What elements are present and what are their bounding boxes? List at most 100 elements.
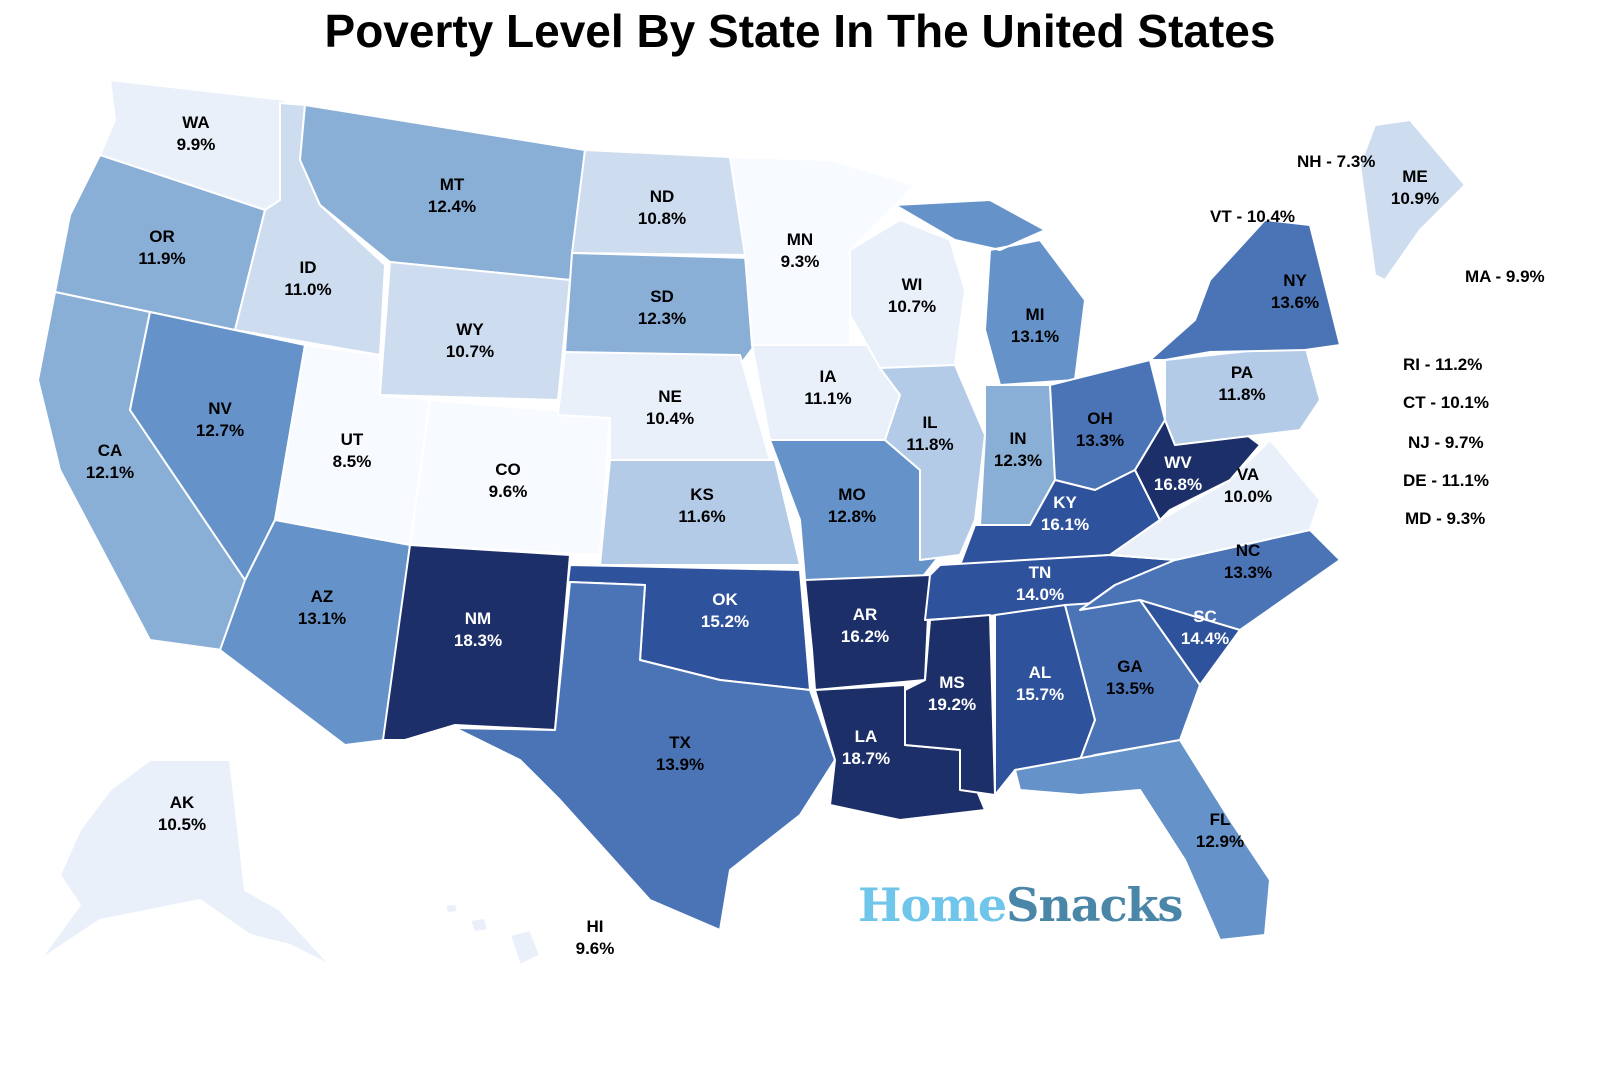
state-abbr-nm: NM: [465, 609, 491, 628]
callout-nj: NJ - 9.7%: [1408, 433, 1484, 452]
state-abbr-nc: NC: [1236, 541, 1261, 560]
callout-ri: RI - 11.2%: [1403, 355, 1482, 374]
state-abbr-hi: HI: [587, 917, 604, 936]
state-value-il: 11.8%: [906, 435, 953, 454]
state-value-id: 11.0%: [284, 280, 331, 299]
state-value-sc: 14.4%: [1181, 629, 1229, 648]
homesnacks-logo: HomeSnacks: [858, 878, 1183, 932]
state-value-ny: 13.6%: [1271, 293, 1319, 312]
state-abbr-ms: MS: [939, 673, 965, 692]
state-value-ms: 19.2%: [928, 695, 976, 714]
callout-ma: MA - 9.9%: [1465, 267, 1545, 286]
state-abbr-wv: WV: [1164, 453, 1192, 472]
state-abbr-pa: PA: [1231, 363, 1253, 382]
state-abbr-la: LA: [855, 727, 878, 746]
state-abbr-sd: SD: [650, 287, 674, 306]
state-value-va: 10.0%: [1224, 487, 1272, 506]
state-abbr-ut: UT: [341, 430, 364, 449]
state-value-nc: 13.3%: [1224, 563, 1272, 582]
state-value-ar: 16.2%: [841, 627, 889, 646]
callout-vt: VT - 10.4%: [1210, 207, 1295, 226]
state-abbr-ia: IA: [820, 367, 837, 386]
state-value-wy: 10.7%: [446, 342, 494, 361]
state-ms: [904, 614, 996, 796]
state-value-oh: 13.3%: [1076, 431, 1124, 450]
logo-part-snacks: Snacks: [1006, 878, 1183, 932]
state-ks: [599, 459, 801, 566]
state-shapes: [37, 79, 1466, 966]
logo-part-home: Home: [858, 878, 1007, 932]
state-abbr-id: ID: [300, 258, 317, 277]
state-tx: [454, 581, 836, 931]
state-value-ne: 10.4%: [646, 409, 694, 428]
state-abbr-ne: NE: [658, 387, 682, 406]
state-abbr-ca: CA: [98, 441, 123, 460]
state-value-ca: 12.1%: [86, 463, 134, 482]
small-state-callouts: NH - 7.3% VT - 10.4% MA - 9.9% RI - 11.2% CT…: [1210, 152, 1545, 528]
state-abbr-az: AZ: [311, 587, 334, 606]
state-abbr-mo: MO: [838, 485, 865, 504]
state-labels: WA 9.9% OR 11.9% CA 12.1% ID 11.0% NV 12.7% MT 12.4…: [86, 113, 1439, 958]
state-ny: [1149, 219, 1341, 361]
state-abbr-tn: TN: [1029, 563, 1052, 582]
state-value-al: 15.7%: [1016, 685, 1064, 704]
state-value-ky: 16.1%: [1041, 515, 1089, 534]
state-ak: [39, 759, 331, 966]
state-value-fl: 12.9%: [1196, 832, 1244, 851]
state-abbr-ar: AR: [853, 605, 878, 624]
state-abbr-nv: NV: [208, 399, 232, 418]
callout-nh: NH - 7.3%: [1297, 152, 1375, 171]
callout-ct: CT - 10.1%: [1403, 393, 1489, 412]
state-wy: [379, 261, 571, 401]
state-value-ks: 11.6%: [678, 507, 725, 526]
state-abbr-ok: OK: [712, 590, 738, 609]
state-value-pa: 11.8%: [1218, 385, 1265, 404]
state-value-hi: 9.6%: [576, 939, 615, 958]
state-abbr-ky: KY: [1053, 493, 1077, 512]
state-abbr-al: AL: [1029, 663, 1052, 682]
state-sd: [564, 252, 756, 366]
state-value-nd: 10.8%: [638, 209, 686, 228]
state-abbr-oh: OH: [1087, 409, 1113, 428]
state-abbr-ak: AK: [170, 793, 195, 812]
state-abbr-fl: FL: [1210, 810, 1231, 829]
state-abbr-tx: TX: [669, 733, 691, 752]
state-value-la: 18.7%: [842, 749, 890, 768]
state-value-wv: 16.8%: [1154, 475, 1202, 494]
state-abbr-mi: MI: [1026, 305, 1045, 324]
state-hi: [444, 903, 541, 966]
state-abbr-in: IN: [1010, 429, 1027, 448]
state-value-tn: 14.0%: [1016, 585, 1064, 604]
state-abbr-ny: NY: [1283, 271, 1307, 290]
state-abbr-ga: GA: [1117, 657, 1143, 676]
state-va: [1109, 439, 1321, 561]
state-abbr-il: IL: [922, 413, 937, 432]
state-abbr-wi: WI: [902, 275, 923, 294]
state-abbr-mt: MT: [440, 175, 465, 194]
state-me: [1359, 119, 1466, 281]
state-value-mi: 13.1%: [1011, 327, 1059, 346]
state-value-nm: 18.3%: [454, 631, 502, 650]
state-abbr-va: VA: [1237, 465, 1259, 484]
state-value-co: 9.6%: [489, 482, 528, 501]
callout-de: DE - 11.1%: [1403, 471, 1489, 490]
state-value-ok: 15.2%: [701, 612, 749, 631]
state-value-mn: 9.3%: [781, 252, 820, 271]
state-value-or: 11.9%: [138, 249, 185, 268]
state-fl: [1014, 739, 1271, 941]
state-value-in: 12.3%: [994, 451, 1042, 470]
state-abbr-ks: KS: [690, 485, 714, 504]
state-value-nv: 12.7%: [196, 421, 244, 440]
state-abbr-mn: MN: [787, 230, 813, 249]
callout-md: MD - 9.3%: [1405, 509, 1485, 528]
state-value-sd: 12.3%: [638, 309, 686, 328]
state-value-az: 13.1%: [298, 609, 346, 628]
state-value-ia: 11.1%: [804, 389, 851, 408]
state-abbr-or: OR: [149, 227, 175, 246]
state-value-wa: 9.9%: [177, 135, 216, 154]
state-value-ak: 10.5%: [158, 815, 206, 834]
state-value-tx: 13.9%: [656, 755, 704, 774]
state-il: [879, 364, 986, 561]
state-value-mo: 12.8%: [828, 507, 876, 526]
